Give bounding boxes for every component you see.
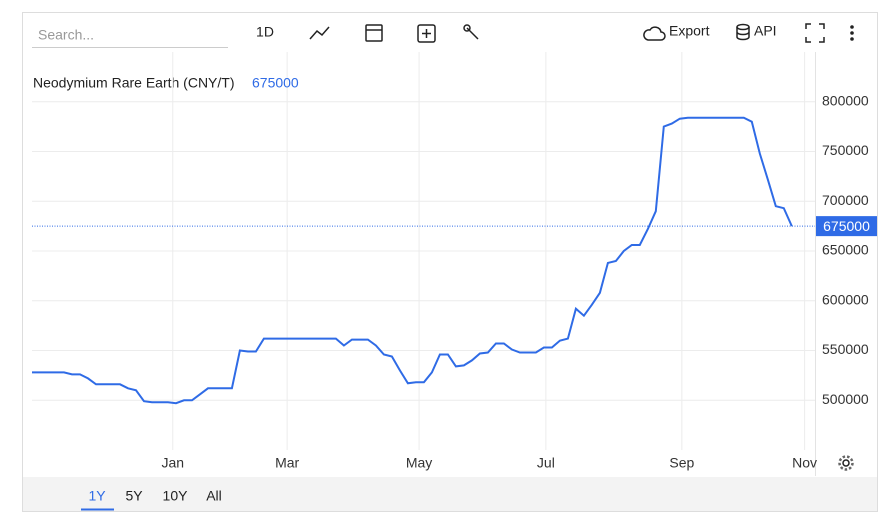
interval-button[interactable]: 1D: [256, 24, 274, 40]
y-tick-label: 700000: [822, 192, 869, 208]
api-icon[interactable]: [736, 23, 750, 41]
y-tick-label: 500000: [822, 391, 869, 407]
last-value-badge-label: 675000: [823, 218, 870, 234]
menu-icon[interactable]: [850, 25, 854, 41]
chart-type-icon[interactable]: [309, 26, 330, 40]
settings-icon[interactable]: [838, 455, 854, 471]
range-bar: [23, 477, 877, 511]
range-button[interactable]: 5Y: [125, 488, 143, 504]
y-tick-label: 650000: [822, 242, 869, 258]
search-input[interactable]: Search...: [38, 27, 94, 43]
frame: [22, 12, 878, 512]
price-line: [32, 116, 793, 405]
y-tick-label: 750000: [822, 142, 869, 158]
x-tick-label: Mar: [275, 455, 299, 471]
y-tick-label: 600000: [822, 291, 869, 307]
x-tick-label: May: [406, 455, 432, 471]
range-buttons: 1Y 5Y 10Y All: [81, 488, 222, 511]
last-value: 675000: [252, 75, 299, 91]
export-icon[interactable]: [643, 26, 666, 41]
x-tick-label: Nov: [792, 455, 817, 471]
x-tick-label: Sep: [669, 455, 694, 471]
y-tick-label: 800000: [822, 92, 869, 108]
tools-icon[interactable]: [463, 24, 479, 40]
range-button[interactable]: 10Y: [163, 488, 189, 504]
range-button[interactable]: 1Y: [88, 488, 106, 504]
x-tick-label: Jan: [161, 455, 184, 471]
export-button[interactable]: Export: [669, 23, 710, 39]
api-button[interactable]: API: [754, 23, 777, 39]
last-value-badge: [816, 216, 877, 237]
y-tick-label: 550000: [822, 341, 869, 357]
range-button[interactable]: All: [206, 488, 222, 504]
chart-title: Neodymium Rare Earth (CNY/T): [33, 75, 235, 91]
fullscreen-icon[interactable]: [805, 23, 825, 43]
calendar-icon[interactable]: [365, 24, 383, 42]
x-tick-label: Jul: [537, 455, 555, 471]
add-indicator-icon[interactable]: [417, 24, 436, 43]
